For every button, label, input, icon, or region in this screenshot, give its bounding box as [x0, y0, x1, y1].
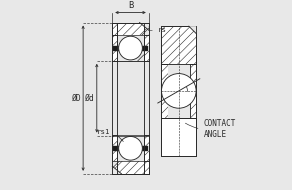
Polygon shape — [112, 23, 149, 61]
Polygon shape — [142, 28, 149, 35]
Polygon shape — [117, 135, 123, 141]
Polygon shape — [112, 166, 121, 174]
Polygon shape — [112, 35, 149, 61]
Polygon shape — [168, 86, 171, 96]
Circle shape — [161, 74, 196, 108]
Polygon shape — [161, 64, 168, 118]
Polygon shape — [161, 118, 196, 156]
Polygon shape — [144, 135, 149, 161]
Circle shape — [119, 36, 142, 60]
Polygon shape — [138, 55, 144, 61]
Polygon shape — [189, 26, 196, 33]
Polygon shape — [144, 35, 149, 61]
Text: CONTACT
ANGLE: CONTACT ANGLE — [185, 119, 236, 139]
Polygon shape — [161, 26, 196, 64]
Text: rs1: rs1 — [97, 129, 118, 137]
Polygon shape — [186, 86, 190, 96]
Polygon shape — [112, 161, 119, 168]
Polygon shape — [112, 135, 149, 174]
Polygon shape — [117, 23, 144, 61]
Circle shape — [119, 136, 142, 160]
Polygon shape — [190, 64, 196, 118]
Text: B: B — [128, 1, 133, 10]
Polygon shape — [113, 146, 148, 151]
Polygon shape — [168, 64, 190, 118]
Polygon shape — [112, 35, 117, 61]
Text: rs: rs — [149, 27, 167, 32]
Polygon shape — [112, 135, 117, 161]
Text: Ød: Ød — [85, 94, 95, 103]
Polygon shape — [113, 46, 148, 51]
Polygon shape — [140, 23, 149, 30]
Polygon shape — [117, 61, 144, 135]
Polygon shape — [112, 135, 149, 161]
Text: ØD: ØD — [72, 94, 81, 103]
Polygon shape — [117, 135, 144, 174]
